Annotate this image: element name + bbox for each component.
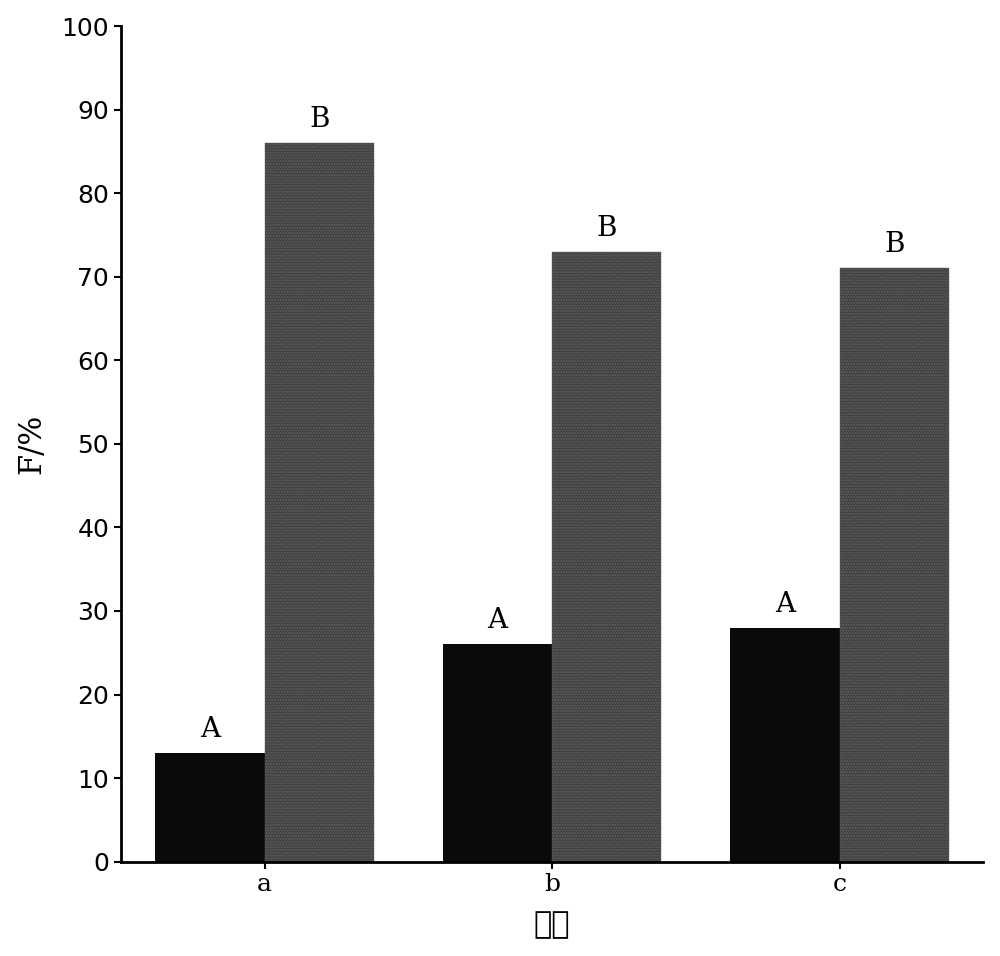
Bar xyxy=(265,143,374,861)
Bar xyxy=(840,269,949,861)
Bar xyxy=(155,753,265,861)
Text: B: B xyxy=(597,215,617,242)
Text: B: B xyxy=(309,106,330,133)
Y-axis label: F/%: F/% xyxy=(17,414,48,474)
X-axis label: 电压: 电压 xyxy=(534,910,570,940)
Text: A: A xyxy=(775,591,795,618)
Text: B: B xyxy=(884,231,904,258)
Text: A: A xyxy=(200,716,220,743)
Bar xyxy=(552,251,661,861)
Bar xyxy=(443,644,552,861)
Text: A: A xyxy=(487,607,508,635)
Bar xyxy=(730,628,840,861)
